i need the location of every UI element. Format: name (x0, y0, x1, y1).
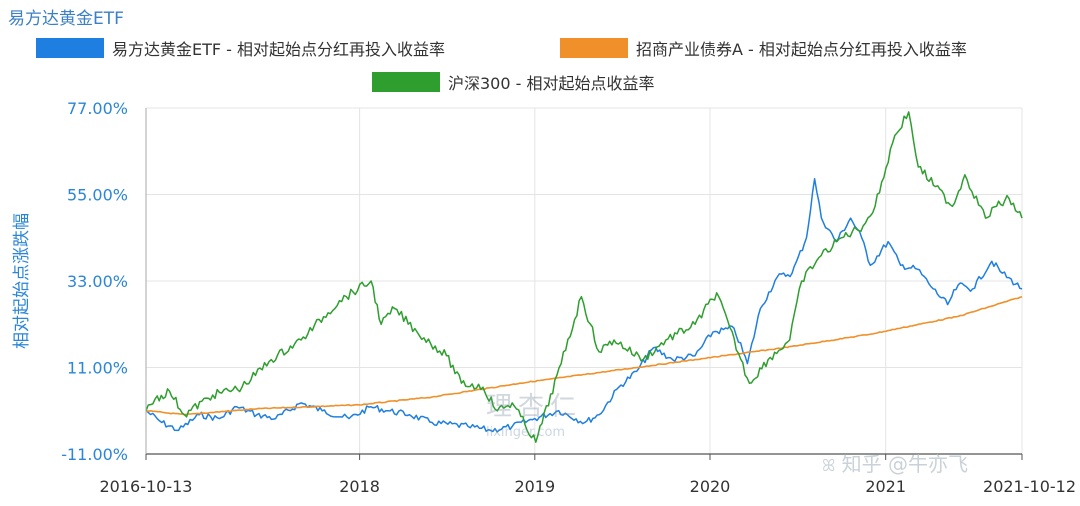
legend-item-csi300[interactable]: 沪深300 - 相对起始点收益率 (372, 70, 655, 94)
y-tick-label: 55.00% (67, 186, 128, 205)
x-tick-label: 2020 (690, 477, 731, 496)
licai-watermark: 理杏仁 lixinger.com (486, 386, 582, 440)
legend-label-csi300: 沪深300 - 相对起始点收益率 (448, 74, 655, 93)
legend-label-bond-fund: 招商产业债券A - 相对起始点分红再投入收益率 (636, 40, 967, 59)
zhihu-watermark-text: 知乎 @牛亦飞 (841, 452, 969, 476)
zhihu-watermark: ꕤ 知乎 @牛亦飞 (822, 448, 968, 477)
y-tick-label: 11.00% (67, 359, 128, 378)
axes: 77.00% 55.00% 33.00% 11.00% -11.00% 2016-10-1… (12, 99, 1076, 496)
grid-lines (145, 107, 1023, 455)
wechat-icon: ꕤ (822, 456, 836, 475)
x-tick-label: 2018 (339, 477, 380, 496)
legend-swatch-gold-etf (36, 38, 104, 58)
x-tick-label: 2021 (865, 477, 906, 496)
chart-title: 易方达黄金ETF (8, 9, 124, 29)
licai-watermark-text: 理杏仁 (486, 392, 583, 422)
legend-swatch-bond-fund (560, 38, 628, 58)
y-tick-label: -11.00% (61, 445, 128, 464)
y-tick-label: 77.00% (67, 99, 128, 118)
x-tick-label: 2019 (514, 477, 555, 496)
licai-watermark-url: lixinger.com (486, 425, 566, 440)
legend-label-gold-etf: 易方达黄金ETF - 相对起始点分红再投入收益率 (112, 40, 446, 59)
series-line-0 (145, 178, 1023, 433)
legend-item-gold-etf[interactable]: 易方达黄金ETF - 相对起始点分红再投入收益率 (36, 36, 445, 60)
x-tick-label: 2016-10-13 (100, 477, 193, 496)
y-tick-label: 33.00% (67, 272, 128, 291)
series-line-2 (145, 111, 1023, 443)
series-line-1 (145, 295, 1023, 416)
legend-item-bond-fund[interactable]: 招商产业债券A - 相对起始点分红再投入收益率 (560, 36, 967, 60)
x-tick-label: 2021-10-12 (983, 477, 1076, 496)
legend-swatch-csi300 (372, 72, 440, 92)
y-axis-label: 相对起始点涨跌幅 (12, 213, 32, 349)
series-lines (145, 111, 1023, 443)
